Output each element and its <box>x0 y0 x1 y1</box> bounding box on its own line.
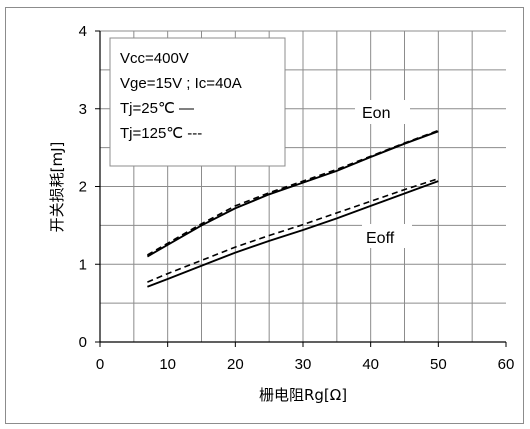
condition-line: Vge=15V ; Ic=40A <box>120 75 242 92</box>
x-tick-label: 20 <box>227 356 244 373</box>
y-tick-label: 3 <box>79 101 87 118</box>
x-axis-label: 栅电阻Rg[Ω] <box>259 386 347 404</box>
eoff-dashed-line <box>147 177 439 283</box>
x-tick-label: 60 <box>498 356 515 373</box>
condition-line: Tj=125℃ --- <box>120 125 202 142</box>
x-tick-label: 40 <box>362 356 379 373</box>
x-tick-label: 50 <box>430 356 447 373</box>
y-tick-label: 1 <box>79 256 87 273</box>
grid-lines <box>100 30 506 342</box>
condition-line: Tj=25℃ — <box>120 100 194 117</box>
eon-label: Eon <box>362 105 390 122</box>
conditions-box: Vcc=400V Vge=15V ; Ic=40A Tj=25℃ — Tj=12… <box>109 37 286 167</box>
conditions-box-border <box>109 37 286 167</box>
tick-labels: 0 10 20 30 40 50 60 0 1 2 3 4 <box>79 23 515 373</box>
x-tick-label: 30 <box>295 356 312 373</box>
axes <box>95 30 507 347</box>
series-lines <box>146 129 439 288</box>
eoff-solid-line <box>147 180 439 288</box>
eon-label-background <box>355 100 410 124</box>
y-tick-label: 0 <box>79 334 87 351</box>
eoff-label: Eoff <box>366 230 395 247</box>
eon-dashed-line <box>147 129 439 256</box>
condition-line: Vcc=400V <box>120 50 189 67</box>
x-tick-label: 10 <box>159 356 176 373</box>
x-tick-label: 0 <box>96 356 104 373</box>
y-tick-label: 2 <box>79 179 87 196</box>
y-tick-label: 4 <box>79 23 87 40</box>
y-axis-label: 开关损耗[mJ] <box>48 142 66 233</box>
eoff-label-background <box>362 224 412 248</box>
